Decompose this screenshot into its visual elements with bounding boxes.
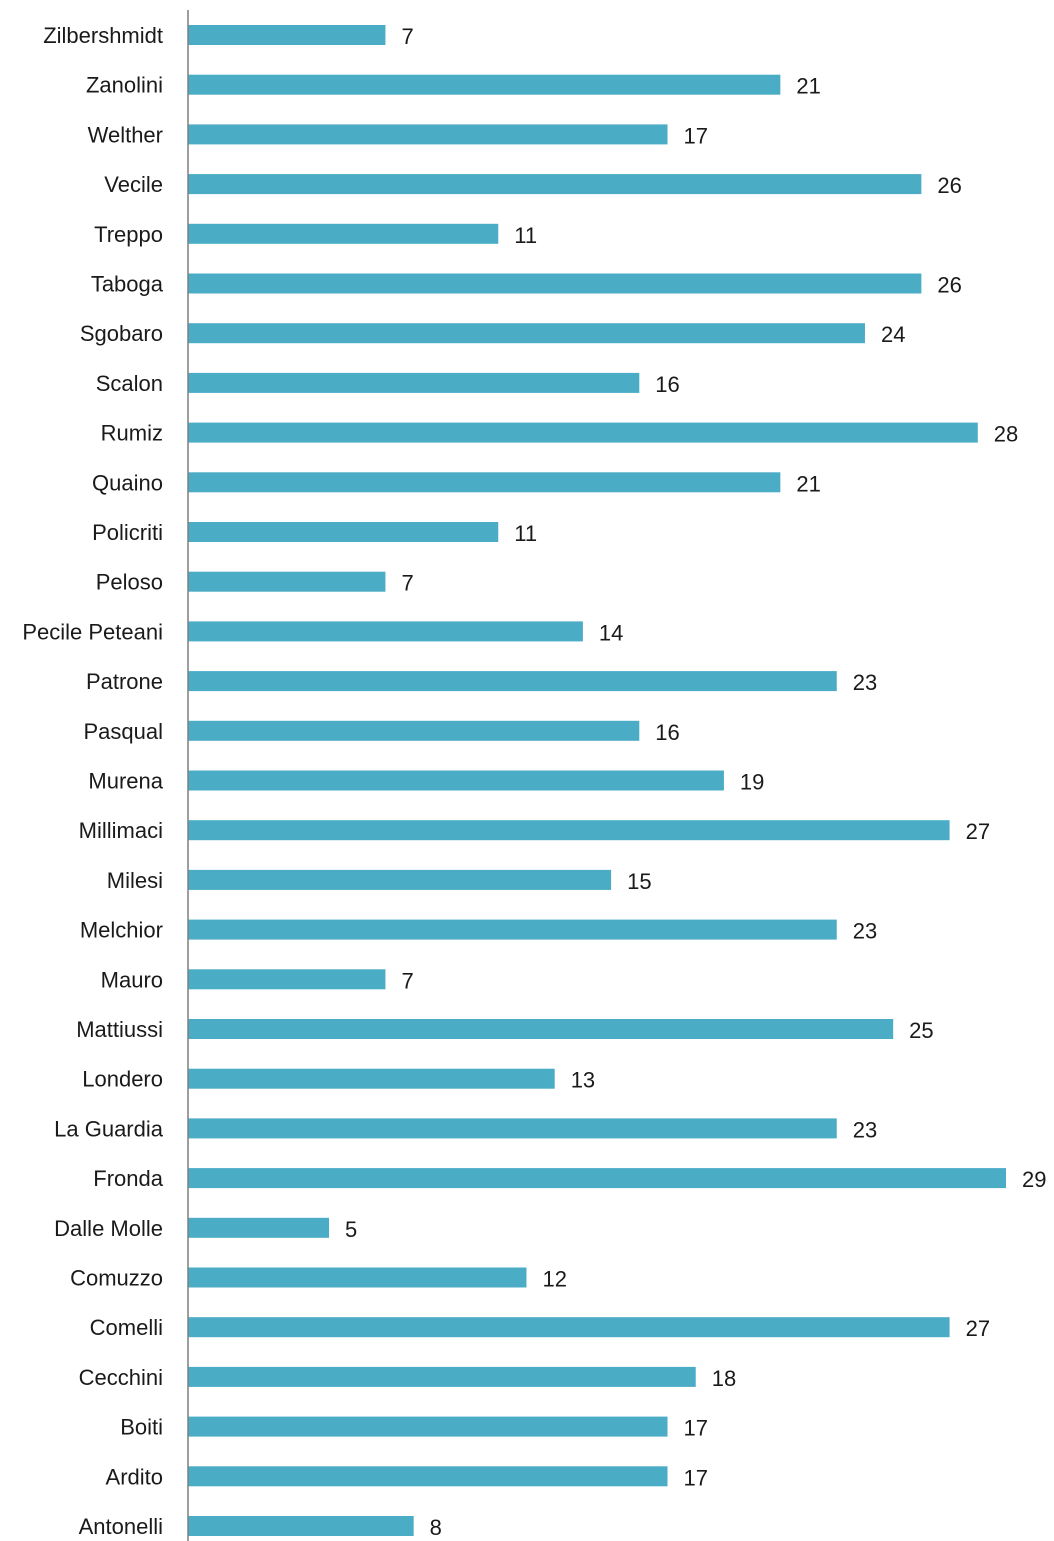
data-label: 21	[796, 471, 820, 496]
category-tick-label: Rumiz	[101, 421, 163, 446]
value-labels-group: 7 21 17 26 11 26 24 16 28 21 11 7 14 23 16 19 27 15 23 7 25 1…	[345, 24, 1046, 1540]
data-label: 23	[853, 670, 877, 695]
data-label: 16	[655, 372, 679, 397]
bar	[188, 1168, 1006, 1189]
data-label: 16	[655, 720, 679, 745]
bar	[188, 770, 724, 791]
bar	[188, 372, 640, 393]
category-tick-label: Pasqual	[83, 719, 163, 744]
category-tick-label: Taboga	[91, 272, 164, 297]
data-label: 15	[627, 869, 651, 894]
data-label: 7	[401, 571, 413, 596]
category-tick-label: Fronda	[93, 1166, 163, 1191]
data-label: 12	[542, 1267, 566, 1292]
category-tick-label: Zilbershmidt	[43, 23, 163, 48]
category-labels-group: Zilbershmidt Zanolini Welther Vecile Treppo T…	[22, 23, 163, 1539]
data-label: 23	[853, 1117, 877, 1142]
data-label: 21	[796, 74, 820, 99]
category-tick-label: Boiti	[120, 1415, 163, 1440]
category-tick-label: Milesi	[107, 868, 163, 893]
category-tick-label: Treppo	[94, 222, 163, 247]
data-label: 23	[853, 919, 877, 944]
bar	[188, 571, 386, 592]
data-label: 29	[1022, 1167, 1046, 1192]
category-tick-label: Pecile Peteani	[22, 619, 163, 644]
data-label: 26	[937, 273, 961, 298]
data-label: 7	[401, 24, 413, 49]
category-tick-label: Antonelli	[79, 1514, 163, 1539]
bar	[188, 1317, 950, 1338]
category-tick-label: Mattiussi	[76, 1017, 163, 1042]
bar	[188, 969, 386, 990]
data-label: 8	[430, 1515, 442, 1540]
bar	[188, 1118, 837, 1139]
bar	[188, 174, 922, 195]
category-tick-label: Melchior	[80, 918, 163, 943]
category-tick-label: Vecile	[104, 172, 163, 197]
data-label: 11	[514, 223, 537, 248]
data-label: 7	[401, 968, 413, 993]
bar	[188, 1019, 894, 1039]
bar	[188, 74, 781, 95]
category-tick-label: Quaino	[92, 470, 163, 495]
data-label: 26	[937, 173, 961, 198]
data-label: 28	[994, 422, 1018, 447]
bar	[188, 422, 978, 443]
category-tick-label: Cecchini	[79, 1365, 163, 1390]
bar	[188, 621, 583, 642]
bar	[188, 1466, 668, 1487]
category-tick-label: Dalle Molle	[54, 1216, 163, 1241]
category-tick-label: Patrone	[86, 669, 163, 694]
data-label: 17	[684, 1416, 708, 1441]
data-label: 25	[909, 1018, 933, 1043]
category-tick-label: Sgobaro	[80, 321, 163, 346]
category-tick-label: Millimaci	[79, 818, 163, 843]
data-label: 27	[966, 819, 990, 844]
category-tick-label: Murena	[88, 769, 163, 794]
bar	[188, 273, 922, 294]
category-tick-label: Londero	[82, 1067, 163, 1092]
category-tick-label: Comelli	[90, 1315, 163, 1340]
category-tick-label: Scalon	[96, 371, 163, 396]
category-tick-label: Welther	[88, 122, 163, 147]
bar	[188, 1416, 668, 1437]
bars-group	[188, 25, 1006, 1536]
data-label: 24	[881, 322, 905, 347]
bar	[188, 522, 499, 542]
bar	[188, 671, 837, 692]
bar	[188, 1068, 555, 1089]
bar	[188, 472, 781, 493]
bar	[188, 1217, 330, 1238]
category-tick-label: Mauro	[101, 967, 163, 992]
category-tick-label: Peloso	[96, 570, 163, 595]
bar	[188, 1366, 696, 1387]
bar	[188, 1516, 414, 1536]
bar	[188, 124, 668, 145]
data-label: 18	[712, 1366, 736, 1391]
bar	[188, 25, 386, 45]
category-tick-label: Policriti	[92, 520, 163, 545]
data-label: 27	[966, 1316, 990, 1341]
category-tick-label: Comuzzo	[70, 1266, 163, 1291]
category-tick-label: Zanolini	[86, 73, 163, 98]
data-label: 11	[514, 521, 537, 546]
bar	[188, 323, 865, 344]
data-label: 17	[684, 123, 708, 148]
data-label: 14	[599, 620, 623, 645]
data-label: 13	[571, 1068, 595, 1093]
category-tick-label: Ardito	[106, 1464, 163, 1489]
bar	[188, 1267, 527, 1288]
data-label: 17	[684, 1465, 708, 1490]
bar	[188, 223, 499, 244]
bar	[188, 869, 612, 890]
data-label: 19	[740, 770, 764, 795]
bar	[188, 919, 837, 940]
data-label: 5	[345, 1217, 357, 1242]
category-tick-label: La Guardia	[54, 1116, 164, 1141]
bar	[188, 720, 640, 741]
bar	[188, 820, 950, 841]
